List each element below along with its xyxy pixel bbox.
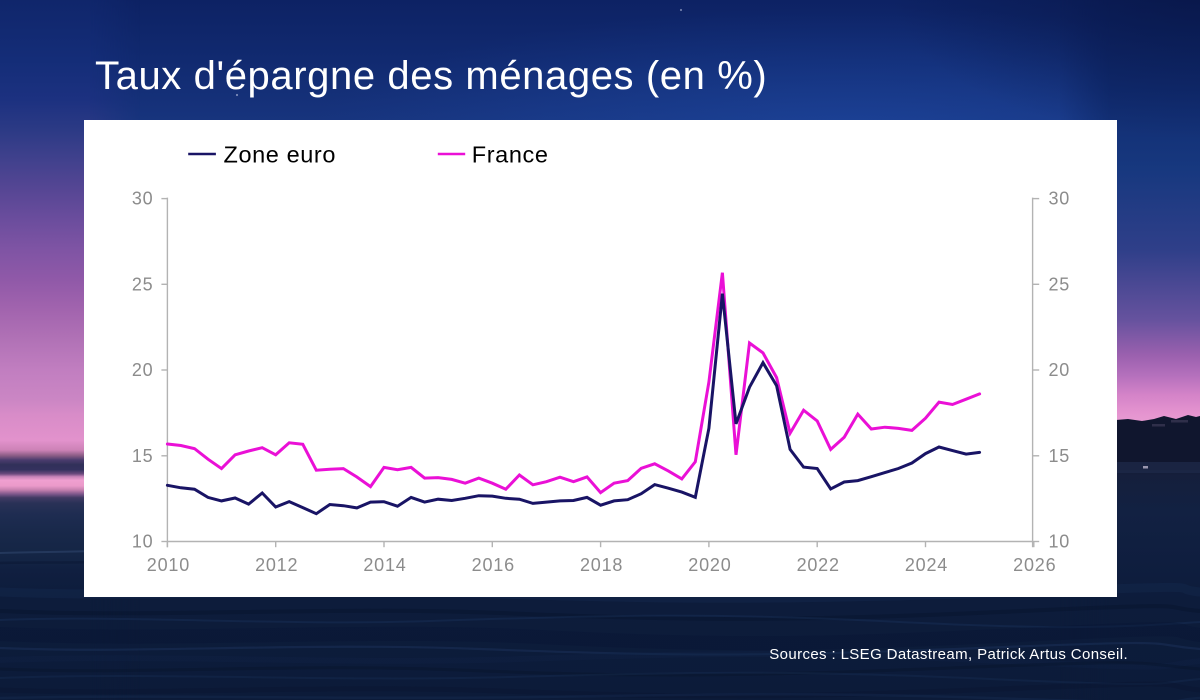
svg-text:10: 10 — [132, 532, 154, 552]
svg-text:2020: 2020 — [688, 555, 731, 575]
svg-text:2016: 2016 — [472, 555, 515, 575]
svg-text:France: France — [472, 142, 549, 168]
svg-text:25: 25 — [1049, 274, 1071, 294]
svg-text:2014: 2014 — [363, 555, 406, 575]
svg-text:25: 25 — [132, 274, 154, 294]
svg-text:20: 20 — [1049, 360, 1071, 380]
svg-text:2012: 2012 — [255, 555, 298, 575]
svg-text:15: 15 — [132, 446, 154, 466]
svg-text:20: 20 — [132, 360, 154, 380]
svg-text:30: 30 — [1049, 189, 1071, 209]
svg-text:2026: 2026 — [1013, 555, 1056, 575]
svg-text:2022: 2022 — [797, 555, 840, 575]
svg-text:30: 30 — [132, 189, 154, 209]
svg-text:Zone euro: Zone euro — [224, 142, 337, 168]
svg-text:2010: 2010 — [147, 555, 190, 575]
svg-text:2024: 2024 — [905, 555, 948, 575]
svg-text:10: 10 — [1049, 532, 1071, 552]
svg-text:2018: 2018 — [580, 555, 623, 575]
svg-text:15: 15 — [1049, 446, 1071, 466]
